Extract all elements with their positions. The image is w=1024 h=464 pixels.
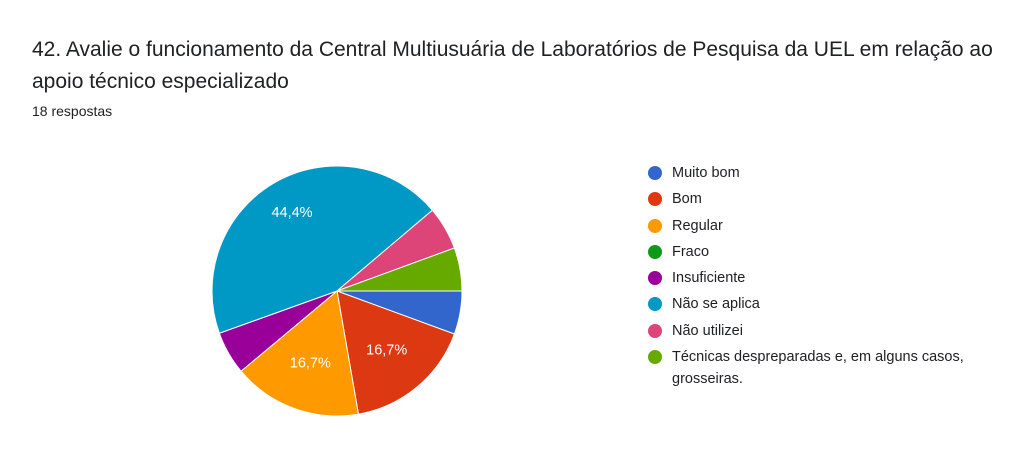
legend-swatch (648, 323, 662, 338)
chart: 16,7% 16,7% 44,4% (211, 165, 463, 417)
legend-item: Fraco (648, 241, 978, 263)
legend-item: Técnicas despreparadas e, em alguns caso… (648, 346, 978, 390)
legend-item: Não utilizei (648, 320, 978, 342)
pie-slice (240, 290, 360, 417)
legend-item: Muito bom (648, 162, 978, 184)
legend-item: Bom (648, 188, 978, 210)
legend-swatch (648, 350, 662, 365)
legend-item: Não se aplica (648, 293, 978, 315)
legend-label: Fraco (672, 243, 710, 260)
legend-swatch (648, 166, 662, 180)
legend-swatch (648, 218, 662, 233)
legend-label: Técnicas despreparadas e, em alguns caso… (672, 349, 964, 388)
legend-label: Não utilizei (672, 322, 743, 339)
legend-item: Regular (648, 215, 978, 237)
legend-label: Insuficiente (672, 270, 746, 287)
slice-label: 44,4% (271, 205, 312, 221)
legend-label: Não se aplica (672, 296, 760, 313)
legend-swatch (648, 271, 662, 286)
pie-slice (211, 165, 434, 334)
legend-item: Insuficiente (648, 267, 978, 289)
legend-swatch (648, 192, 662, 207)
pie-slice (336, 247, 463, 292)
legend-label: Muito bom (672, 165, 740, 181)
chart-subtitle: 18 respostas (32, 103, 113, 119)
legend-label: Bom (672, 191, 702, 208)
legend-label: Regular (672, 217, 723, 234)
slice-label: 16,7% (366, 342, 407, 358)
legend-swatch (648, 244, 662, 259)
pie-slice (336, 290, 456, 415)
chart-title: 42. Avalie o funcionamento da Central Mu… (32, 38, 993, 93)
legend-swatch (648, 297, 662, 312)
slice-label: 16,7% (290, 356, 331, 372)
legend: Muito bom Bom Regular Fraco Insuficiente Não … (648, 162, 978, 394)
